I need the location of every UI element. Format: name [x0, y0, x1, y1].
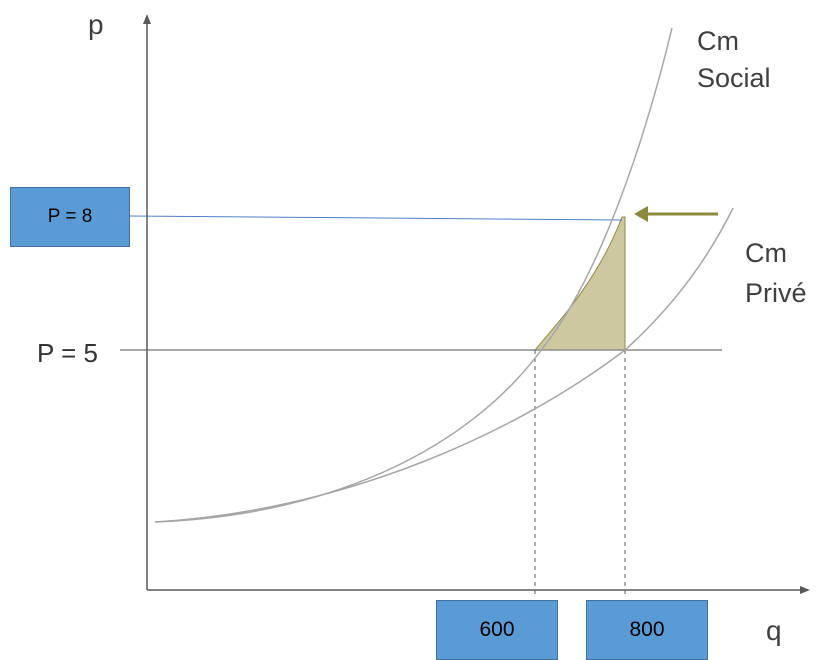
p8-label-box: P = 8: [10, 187, 130, 247]
x-axis-label: q: [766, 615, 782, 646]
social-curve-label-line2: Social: [697, 63, 771, 93]
q600-label-box: 600: [436, 600, 558, 660]
shift-arrow-icon: [634, 206, 648, 222]
q800-label-box: 800: [586, 600, 708, 660]
private-marginal-cost-curve: [154, 207, 734, 523]
p8-label: P = 8: [47, 206, 93, 227]
private-curve-label-line2: Privé: [745, 278, 807, 308]
p8-price-line: [129, 215, 623, 221]
shaded-area: [533, 216, 626, 351]
social-curve-label-line1: Cm: [697, 26, 739, 56]
q800-label: 800: [629, 618, 665, 641]
y-axis-label: p: [88, 9, 104, 40]
p5-label: P = 5: [37, 338, 98, 368]
q600-label: 600: [479, 618, 515, 641]
private-curve-label-line1: Cm: [745, 238, 787, 268]
x-axis-arrowhead: [800, 586, 810, 594]
y-axis-arrowhead: [143, 14, 151, 24]
